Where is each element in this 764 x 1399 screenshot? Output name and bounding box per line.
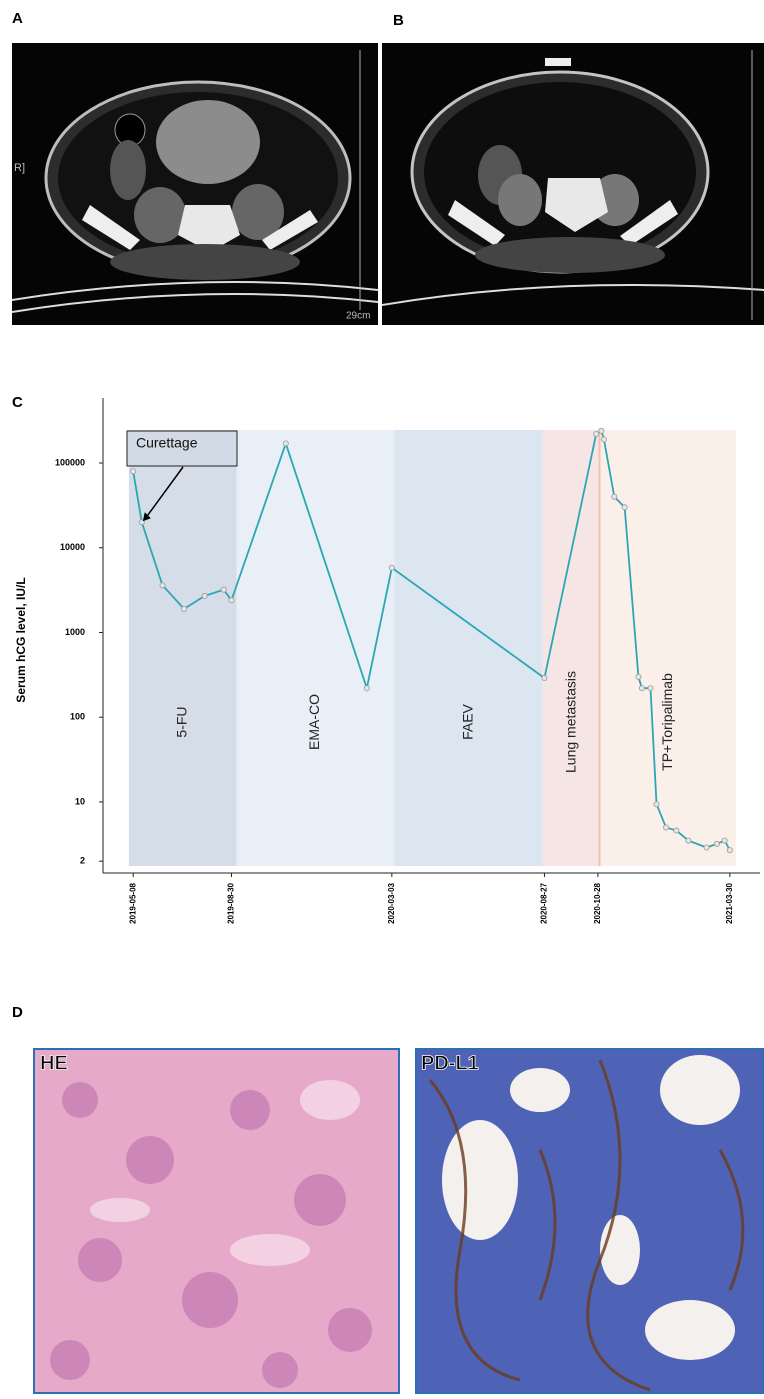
panel-label: A [12, 10, 23, 27]
data-point [647, 685, 654, 692]
data-point [713, 840, 720, 847]
data-point [201, 592, 208, 599]
he-image: HE [33, 1048, 400, 1394]
treatment-region [236, 430, 395, 866]
x-tick-label: 2020-10-28 [593, 882, 602, 923]
y-tick-label: 100 [70, 712, 85, 722]
data-point [159, 582, 166, 589]
annotation-text: Curettage [136, 435, 198, 451]
panel-label: D [12, 1004, 23, 1021]
data-point [541, 675, 548, 682]
y-tick-label: 10000 [60, 542, 85, 552]
y-tick-label: 100000 [55, 457, 85, 467]
data-point [611, 493, 618, 500]
treatment-region [542, 430, 601, 866]
treatment-region [600, 430, 736, 866]
x-tick-label: 2019-08-30 [227, 882, 236, 923]
pd-l1-image: PD-L1 [415, 1048, 764, 1394]
data-point [673, 827, 680, 834]
data-point [726, 847, 733, 854]
x-tick-label: 2019-05-08 [128, 882, 137, 923]
y-tick-label: 2 [80, 856, 85, 866]
data-point [653, 801, 660, 808]
image-label: HE [40, 1052, 68, 1074]
data-point [598, 427, 605, 434]
treatment-region [394, 430, 543, 866]
x-tick-label: 2020-08-27 [540, 882, 549, 923]
data-point [703, 844, 710, 851]
data-point [635, 673, 642, 680]
image-label: PD-L1 [421, 1052, 479, 1074]
ct-image-a: R] 29cm [12, 43, 378, 325]
data-point [593, 430, 600, 437]
data-point [282, 440, 289, 447]
y-tick-label: 1000 [65, 627, 85, 637]
region-label: FAEV [459, 703, 475, 739]
data-point [228, 597, 235, 604]
x-tick-label: 2020-03-03 [387, 882, 396, 923]
y-tick-label: 10 [75, 796, 85, 806]
ct-image-b [382, 43, 764, 325]
data-point [363, 685, 370, 692]
data-point [130, 468, 137, 475]
chart: 5-FU EMA-CO FAEV Lung metastasis TP+Toripali… [14, 398, 760, 924]
x-tick-label: 2021-03-30 [725, 882, 734, 923]
region-label: TP+Toripalimab [659, 673, 675, 771]
data-point [220, 586, 227, 593]
data-point [181, 605, 188, 612]
data-point [638, 685, 645, 692]
region-label: Lung metastasis [562, 671, 578, 773]
data-point [685, 837, 692, 844]
annotation-arrow [144, 466, 184, 520]
ct-scale: 29cm [346, 311, 370, 322]
region-label: EMA-CO [306, 694, 322, 750]
panel-label: B [393, 12, 404, 29]
data-point [600, 436, 607, 443]
data-point [621, 504, 628, 511]
treatment-region [128, 430, 237, 866]
data-point [388, 564, 395, 571]
data-point [663, 824, 670, 831]
ct-marker: R] [14, 162, 25, 174]
panel-label: C [12, 394, 23, 411]
annotation-arrowhead [142, 512, 151, 522]
annotation-box [126, 430, 238, 467]
y-axis-label: Serum hCG level, IU/L [14, 577, 28, 702]
data-point [721, 837, 728, 844]
region-label: 5-FU [173, 706, 189, 737]
